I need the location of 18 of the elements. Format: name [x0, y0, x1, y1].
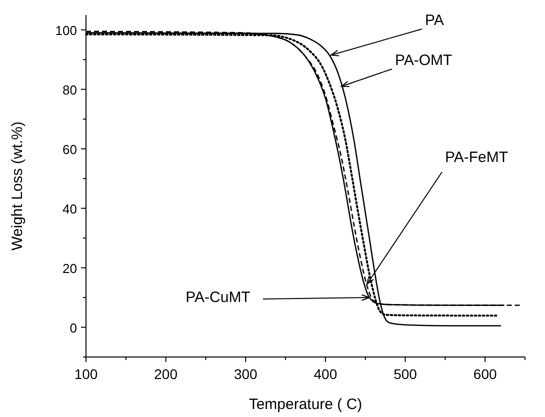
x-tick-label: 100 [74, 366, 98, 382]
x-tick-label: 600 [473, 366, 497, 382]
y-axis-title: Weight Loss (wt.%) [9, 122, 26, 250]
y-tick-label: 20 [62, 260, 77, 276]
annotation: PA-OMT [395, 52, 452, 69]
y-tick-label: 0 [70, 320, 77, 336]
x-tick-label: 400 [314, 366, 338, 382]
y-tick-label: 40 [62, 201, 77, 216]
x-tick-label: 300 [234, 366, 258, 382]
y-tick-label: 80 [62, 82, 77, 98]
annotation: PA-FeMT [445, 149, 508, 166]
annotation: PA [425, 12, 444, 29]
y-tick-label: 100 [55, 22, 77, 38]
annotation: PA-CuMT [186, 289, 250, 306]
y-tick-label: 60 [62, 142, 77, 157]
x-axis-title: Temperature ( C) [248, 396, 362, 413]
x-tick-label: 200 [154, 366, 178, 382]
x-tick-label: 500 [394, 366, 418, 382]
